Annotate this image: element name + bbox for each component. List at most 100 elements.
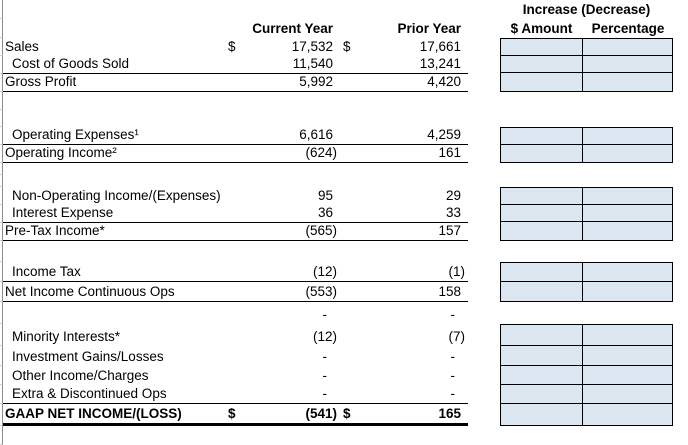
spacer xyxy=(3,0,500,19)
input-block-income-tax-section xyxy=(500,262,673,302)
row-interest-expense: Interest Expense 36 33 xyxy=(0,205,688,223)
gridline-sliver xyxy=(0,385,3,404)
row-label: Investment Gains/Losses xyxy=(12,349,164,364)
gridline-sliver xyxy=(0,262,3,282)
prior-year-value: 33 xyxy=(445,205,461,220)
gridline-sliver xyxy=(0,366,3,385)
row-label: Operating Income² xyxy=(5,145,117,160)
gridline-sliver xyxy=(0,241,3,262)
current-year-value: (12) xyxy=(312,264,337,279)
amount-input-cell[interactable] xyxy=(501,346,583,365)
percentage-input-cell[interactable] xyxy=(583,205,672,221)
amount-input-cell[interactable] xyxy=(501,56,583,72)
row-label: Interest Expense xyxy=(12,205,114,220)
percentage-input-cell[interactable] xyxy=(583,366,672,384)
prior-year-value: - xyxy=(450,386,456,401)
gridline-sliver xyxy=(0,187,3,205)
prior-year-value: 157 xyxy=(438,223,461,238)
row-label: Minority Interests* xyxy=(12,329,121,344)
current-year-value: (565) xyxy=(305,223,337,238)
row-label: Income Tax xyxy=(12,264,81,279)
increase-decrease-header-row: Increase (Decrease) xyxy=(0,0,688,19)
prior-year-value: (7) xyxy=(448,329,466,344)
current-year-header: Current Year xyxy=(252,21,333,36)
amount-input-cell[interactable] xyxy=(501,222,583,240)
current-year-value: 11,540 xyxy=(292,56,333,71)
prior-year-value: 13,241 xyxy=(419,56,461,71)
current-year-value: (553) xyxy=(305,284,337,299)
amount-column-header: $ Amount xyxy=(510,21,573,36)
prior-year-value: - xyxy=(450,307,456,322)
amount-input-cell[interactable] xyxy=(501,145,583,162)
row-dash: - - xyxy=(0,302,688,324)
gridline-sliver xyxy=(0,324,3,346)
percentage-input-cell[interactable] xyxy=(583,188,672,204)
percentage-input-cell[interactable] xyxy=(583,404,672,425)
row-non-operating-income: Non-Operating Income/(Expenses) 95 29 xyxy=(0,187,688,205)
empty-label xyxy=(3,19,222,38)
percentage-input-cell[interactable] xyxy=(583,128,672,144)
gridline-sliver xyxy=(0,163,3,175)
percentage-input-cell[interactable] xyxy=(583,346,672,365)
current-year-value: - xyxy=(322,368,328,383)
prior-year-value: - xyxy=(450,349,456,364)
percentage-input-cell[interactable] xyxy=(583,145,672,162)
prior-year-header: Prior Year xyxy=(397,21,461,36)
amount-input-cell[interactable] xyxy=(501,366,583,384)
row-operating-expenses: Operating Expenses¹ 6,616 4,259 xyxy=(0,127,688,145)
percentage-input-cell[interactable] xyxy=(583,325,672,345)
dollar-sign: $ xyxy=(343,39,351,54)
row-label xyxy=(3,302,222,324)
prior-year-value: $165 xyxy=(343,406,461,421)
current-year-value: 6,616 xyxy=(299,127,333,142)
amount-input-cell[interactable] xyxy=(501,263,583,281)
amount-input-cell[interactable] xyxy=(501,282,583,301)
dollar-sign: $ xyxy=(228,406,236,421)
amount-input-cell[interactable] xyxy=(501,385,583,403)
row-other-income-charges: Other Income/Charges - - xyxy=(0,366,688,385)
row-income-tax: Income Tax (12) (1) xyxy=(0,262,688,282)
percentage-input-cell[interactable] xyxy=(583,263,672,281)
gridline-sliver xyxy=(0,110,3,127)
amount-input-cell[interactable] xyxy=(501,205,583,221)
percentage-input-cell[interactable] xyxy=(583,282,672,301)
current-year-value: 36 xyxy=(317,205,333,220)
row-label: Pre-Tax Income* xyxy=(5,223,105,238)
column-header-row: Current Year Prior Year $ Amount Percent… xyxy=(0,19,688,38)
amount-input-cell[interactable] xyxy=(501,188,583,204)
percentage-input-cell[interactable] xyxy=(583,56,672,72)
amount-input-cell[interactable] xyxy=(501,404,583,425)
spacer xyxy=(468,19,500,38)
amount-input-cell[interactable] xyxy=(501,73,583,91)
row-label: Extra & Discontinued Ops xyxy=(12,386,167,401)
percentage-input-cell[interactable] xyxy=(583,39,672,55)
dollar-sign: $ xyxy=(228,39,236,54)
dollar-sign: $ xyxy=(343,406,351,421)
prior-year-value: 4,420 xyxy=(427,74,461,89)
amount-input-cell[interactable] xyxy=(501,325,583,345)
row-label: Sales xyxy=(5,39,39,54)
row-cost-of-goods-sold: Cost of Goods Sold 11,540 13,241 xyxy=(0,56,688,74)
gridline-sliver xyxy=(0,282,3,302)
percentage-input-cell[interactable] xyxy=(583,73,672,91)
row-minority-interests: Minority Interests* (12) (7) xyxy=(0,324,688,346)
gridline-sliver xyxy=(0,175,3,187)
percentage-input-cell[interactable] xyxy=(583,385,672,403)
amount-input-cell[interactable] xyxy=(501,128,583,144)
prior-year-value: $17,661 xyxy=(343,39,461,54)
blank-row xyxy=(0,241,688,262)
row-operating-income: Operating Income² (624) 161 xyxy=(0,145,688,163)
gridline-sliver xyxy=(0,426,3,445)
row-label: Other Income/Charges xyxy=(12,368,149,383)
input-block-operating-section xyxy=(500,127,673,163)
amount-input-cell[interactable] xyxy=(501,39,583,55)
gridline-sliver xyxy=(0,346,3,366)
gridline-sliver xyxy=(0,92,3,110)
current-year-value: 95 xyxy=(317,188,333,203)
gridline-sliver xyxy=(0,19,3,38)
row-label: Gross Profit xyxy=(5,74,77,89)
increase-decrease-header: Increase (Decrease) xyxy=(522,2,651,17)
percentage-input-cell[interactable] xyxy=(583,222,672,240)
input-block-pretax-section xyxy=(500,187,673,241)
blank-row xyxy=(0,163,688,175)
